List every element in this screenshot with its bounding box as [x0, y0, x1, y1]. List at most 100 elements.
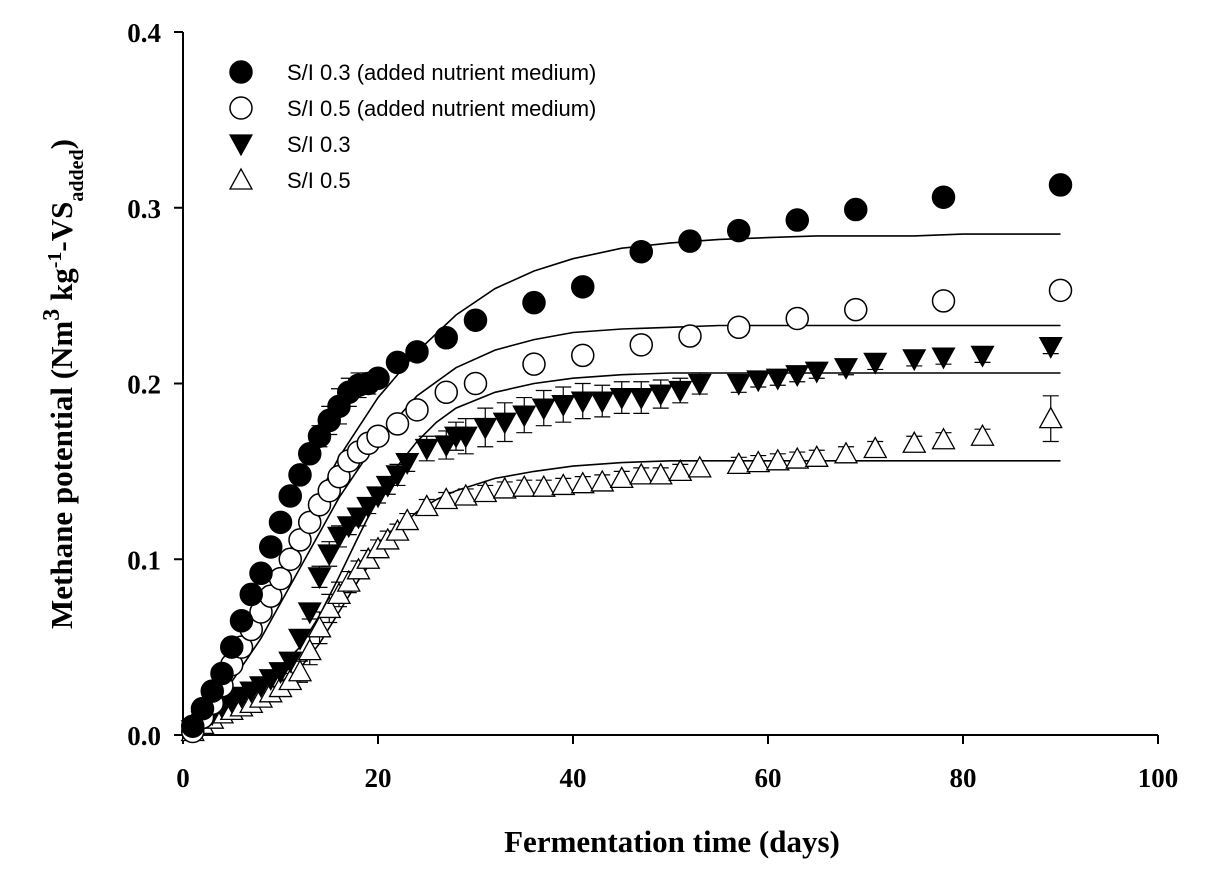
data-point	[366, 424, 390, 448]
data-point	[746, 450, 771, 473]
data-point	[785, 208, 809, 232]
legend-marker	[228, 167, 254, 190]
x-axis-title: Fermentation time (days)	[504, 824, 840, 859]
data-point	[356, 496, 381, 519]
x-tick-label: 20	[365, 763, 392, 793]
data-point	[298, 510, 322, 535]
data-point	[726, 373, 751, 396]
x-tick-label: 0	[176, 763, 190, 793]
data-point	[414, 494, 439, 517]
data-point	[551, 394, 576, 417]
data-point	[385, 412, 410, 436]
data-point	[512, 474, 537, 497]
data-point	[220, 635, 244, 659]
data-point	[1048, 278, 1073, 303]
data-point	[931, 347, 956, 370]
data-point	[765, 368, 790, 391]
data-point	[473, 480, 498, 503]
y-tick-label: 0.4	[127, 18, 161, 48]
data-point	[804, 361, 829, 384]
data-point	[629, 387, 654, 410]
y-title-sup2: -1	[44, 252, 66, 269]
legend-label: S/I 0.5	[287, 168, 351, 193]
data-point	[365, 486, 391, 509]
y-axis-ticks: 0.0 0.1 0.2 0.3 0.4	[127, 18, 183, 751]
data-point	[190, 696, 215, 721]
legend: S/I 0.3 (added nutrient medium) S/I 0.5 (…	[228, 60, 596, 193]
data-point	[307, 567, 332, 590]
legend-label: S/I 0.3	[287, 132, 351, 157]
data-point	[512, 405, 537, 428]
data-point	[902, 349, 927, 372]
legend-item: S/I 0.5	[228, 167, 351, 193]
data-point	[395, 508, 420, 531]
data-point	[833, 441, 859, 464]
data-point	[678, 229, 702, 253]
y-title-mid2: -VS	[44, 202, 79, 252]
data-point	[210, 661, 234, 686]
data-point	[629, 462, 654, 485]
legend-marker	[228, 134, 254, 157]
x-tick-label: 80	[950, 763, 977, 793]
y-tick-label: 0.2	[127, 370, 161, 400]
data-point	[346, 507, 371, 530]
legend-label: S/I 0.5 (added nutrient medium)	[287, 96, 596, 121]
data-point	[268, 510, 293, 535]
data-point	[463, 308, 488, 332]
data-point	[844, 297, 868, 322]
data-point	[1038, 336, 1063, 359]
data-point	[590, 469, 615, 492]
data-point	[648, 462, 673, 485]
data-point	[785, 365, 810, 387]
data-point	[531, 398, 556, 421]
data-point	[551, 473, 576, 496]
data-point	[298, 442, 322, 466]
data-point	[970, 423, 995, 446]
data-point	[746, 370, 771, 393]
data-point	[863, 352, 888, 375]
data-point	[492, 412, 517, 435]
data-point	[571, 275, 595, 299]
legend-item: S/I 0.3 (added nutrient medium)	[229, 60, 596, 85]
y-title-sub: added	[66, 149, 88, 201]
data-point	[804, 444, 829, 467]
data-point	[326, 526, 352, 549]
data-point	[336, 516, 361, 539]
data-point	[307, 615, 332, 638]
data-point	[405, 340, 429, 364]
data-point	[434, 487, 459, 510]
y-title-prefix: Methane potential (Nm	[44, 321, 79, 629]
legend-marker	[229, 60, 253, 84]
data-point	[833, 358, 859, 380]
data-point	[453, 483, 478, 506]
data-point	[1048, 173, 1073, 197]
fit-curve	[182, 324, 1061, 736]
data-point	[522, 352, 546, 376]
data-point	[375, 475, 400, 498]
data-point	[249, 561, 273, 586]
data-point	[268, 662, 293, 684]
data-point	[931, 289, 956, 313]
data-point	[726, 451, 751, 474]
data-point	[366, 366, 390, 390]
data-point	[317, 544, 342, 567]
data-point	[648, 384, 673, 407]
data-point	[434, 326, 458, 350]
legend-item: S/I 0.5 (added nutrient medium)	[229, 96, 596, 121]
data-point	[668, 380, 693, 403]
legend-item: S/I 0.3	[228, 132, 351, 157]
x-tick-label: 40	[560, 763, 587, 793]
x-tick-label: 100	[1138, 763, 1179, 793]
y-title-suffix: )	[44, 139, 79, 149]
data-point	[268, 566, 293, 591]
data-point	[200, 679, 224, 703]
data-point	[531, 474, 556, 497]
data-point	[629, 333, 653, 357]
y-tick-label: 0.1	[127, 545, 161, 575]
data-point	[288, 528, 312, 552]
data-point	[765, 448, 790, 471]
data-point	[522, 290, 546, 315]
data-point	[288, 463, 312, 487]
data-point	[590, 391, 615, 414]
data-point	[727, 218, 751, 243]
